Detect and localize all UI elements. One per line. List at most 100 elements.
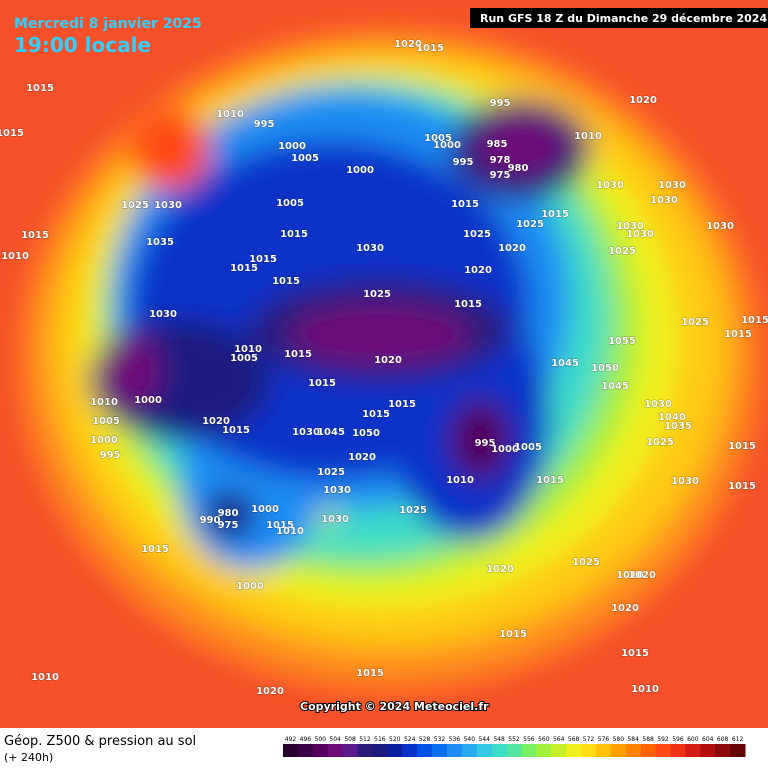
isobar-label: 985 [487, 139, 508, 150]
isobar-label: 975 [490, 170, 511, 181]
scale-tick-label: 524 [404, 736, 416, 743]
scale-cell [700, 744, 716, 757]
scale-tick-label: 536 [449, 736, 461, 743]
scale-tick-label: 520 [389, 736, 401, 743]
isobar-label: 1020 [374, 355, 402, 366]
scale-cell [715, 744, 731, 757]
isobar-label: 1055 [608, 336, 636, 347]
isobar-label: 1015 [416, 43, 444, 54]
isobar-label: 1030 [706, 221, 734, 232]
isobar-label: 1030 [650, 195, 678, 206]
isobar-label: 995 [254, 119, 275, 130]
isobar-label: 1015 [362, 409, 390, 420]
scale-cell [506, 744, 522, 757]
isobar-label: 1015 [284, 349, 312, 360]
copyright: Copyright © 2024 Meteociel.fr [300, 700, 489, 713]
isobar-label: 1045 [601, 381, 629, 392]
isobar-label: 1030 [644, 399, 672, 410]
scale-tick-label: 592 [657, 736, 669, 743]
isobar-label: 1015 [26, 83, 54, 94]
scale-cell [402, 744, 418, 757]
scale-tick-label: 608 [717, 736, 729, 743]
scale-tick-label: 552 [508, 736, 520, 743]
isobar-label: 1025 [646, 437, 674, 448]
scale-tick-label: 612 [732, 736, 744, 743]
scale-cell [312, 744, 329, 757]
scale-cell [446, 744, 463, 757]
isobar-label: 1030 [149, 309, 177, 320]
isobar-label: 1035 [146, 237, 174, 248]
isobar-label: 1025 [463, 229, 491, 240]
isobar-label: 1020 [202, 416, 230, 427]
isobar-label: 1015 [0, 128, 24, 139]
isobar-label: 1010 [574, 131, 602, 142]
scale-tick-label: 500 [315, 736, 327, 743]
isobar-label: 1020 [394, 39, 422, 50]
scale-cell [670, 744, 686, 757]
scale-cell [432, 744, 448, 757]
isobar-label: 1015 [266, 520, 294, 531]
isobar-label: 1010 [616, 570, 644, 581]
scale-tick-label: 604 [702, 736, 714, 743]
isobar-label: 1015 [280, 229, 308, 240]
isobar-label: 995 [490, 98, 511, 109]
isobar-label: 1005 [230, 353, 258, 364]
isobar-label: 1050 [352, 428, 380, 439]
scale-cell [640, 744, 657, 757]
scale-cell [581, 744, 597, 757]
date-title: Mercredi 8 janvier 2025 [14, 16, 202, 32]
scale-tick-label: 584 [627, 736, 639, 743]
scale-tick-label: 508 [344, 736, 356, 743]
isobar-label: 1020 [348, 452, 376, 463]
scale-cell [327, 744, 344, 757]
scale-tick-label: 516 [374, 736, 386, 743]
isobar-label: 1020 [611, 603, 639, 614]
isobar-label: 980 [508, 163, 529, 174]
scale-tick-label: 532 [434, 736, 446, 743]
isobar-label: 1020 [256, 686, 284, 697]
isobar-label: 1005 [291, 153, 319, 164]
scale-cell [387, 744, 403, 757]
isobar-label: 1005 [276, 198, 304, 209]
isobar-label: 1030 [671, 476, 699, 487]
isobar-label: 1010 [216, 109, 244, 120]
isobar-label: 1010 [90, 397, 118, 408]
scale-cell [357, 744, 373, 757]
isobar-labels: 1015101510109951000100510001005102510301… [0, 39, 768, 698]
isobar-label: 1000 [278, 141, 306, 152]
isobar-label: 1020 [629, 95, 657, 106]
scale-tick-label: 560 [538, 736, 550, 743]
scale-cell [685, 744, 701, 757]
isobar-label: 1015 [222, 425, 250, 436]
isobar-label: 1020 [464, 265, 492, 276]
isobar-label: 1020 [498, 243, 526, 254]
isobar-label: 995 [453, 157, 474, 168]
isobar-label: 1025 [681, 317, 709, 328]
scale-tick-label: 564 [553, 736, 565, 743]
isobar-label: 1015 [388, 399, 416, 410]
isobar-label: 1015 [536, 475, 564, 486]
scale-cell [476, 744, 493, 757]
isobar-label: 1005 [92, 416, 120, 427]
isobar-label: 995 [100, 450, 121, 461]
isobar-label: 1015 [621, 648, 649, 659]
scale-tick-label: 556 [523, 736, 535, 743]
scale-cell [297, 744, 314, 757]
isobar-label: 1030 [616, 221, 644, 232]
scale-cell [283, 744, 299, 757]
isobar-label: 1025 [399, 505, 427, 516]
isobar-label: 1010 [234, 344, 262, 355]
scale-cell [730, 744, 746, 757]
scale-tick-label: 572 [583, 736, 595, 743]
scale-cell [551, 744, 567, 757]
isobar-label: 1000 [134, 395, 162, 406]
scale-cell [372, 744, 388, 757]
scale-cell [595, 744, 612, 757]
scale-tick-label: 548 [493, 736, 505, 743]
isobar-label: 1025 [516, 219, 544, 230]
isobar-label: 1030 [154, 200, 182, 211]
isobar-label: 1015 [230, 263, 258, 274]
isobar-label: 1040 [658, 412, 686, 423]
isobar-label: 1015 [249, 254, 277, 265]
